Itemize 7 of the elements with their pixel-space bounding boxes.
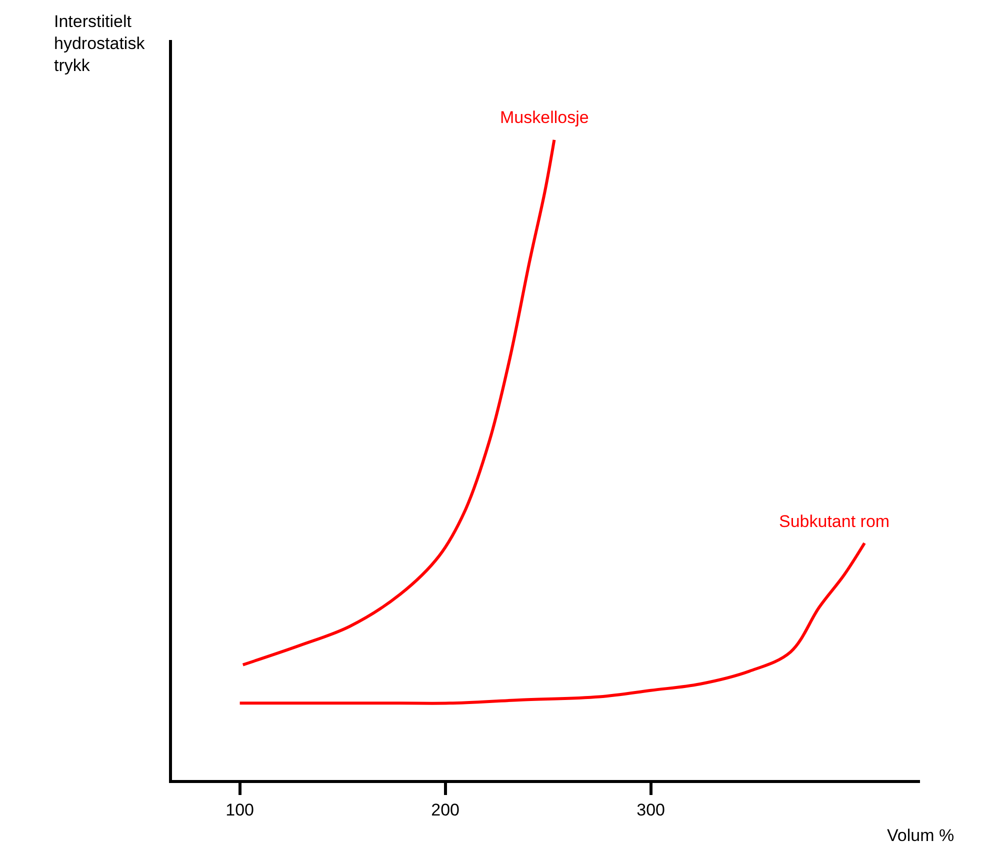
series-label: Subkutant rom [779,512,890,531]
y-axis-title: Interstitielt hydrostatisk trykk [54,12,146,76]
x-tick-label: 300 [636,800,665,820]
x-tick-label: 200 [431,800,460,820]
series-label: Muskellosje [500,108,589,127]
x-axis-title: Volum % [887,826,954,845]
x-tick-label: 100 [226,800,254,820]
